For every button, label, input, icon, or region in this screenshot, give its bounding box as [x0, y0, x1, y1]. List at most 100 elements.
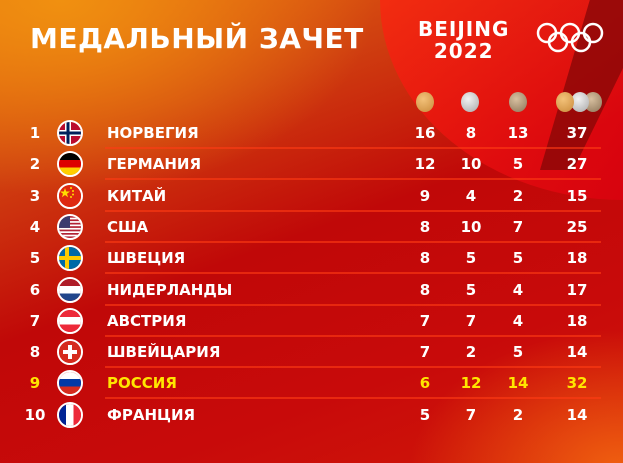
flag-china-icon — [57, 182, 83, 209]
country-name: НОРВЕГИЯ — [107, 124, 199, 142]
country-name: США — [107, 217, 149, 236]
silver-count: 4 — [465, 186, 477, 205]
total-gold-icon — [556, 92, 574, 112]
silver-count: 8 — [465, 124, 477, 142]
logo-line1: BEIJING — [418, 17, 510, 41]
gold-count: 8 — [419, 280, 431, 299]
row-divider — [105, 178, 601, 181]
table-row[interactable]: 4 США 8 10 7 25 — [0, 212, 623, 243]
bronze-count: 2 — [512, 186, 524, 205]
total-count: 14 — [566, 343, 588, 362]
total-count: 18 — [566, 249, 588, 268]
bronze-medal-icon — [509, 92, 527, 112]
row-divider — [105, 272, 601, 275]
olympic-rings-icon — [536, 22, 604, 53]
total-count: 14 — [566, 405, 588, 424]
flag-germany-icon — [57, 151, 83, 178]
total-count: 27 — [566, 155, 588, 174]
row-divider — [105, 240, 601, 243]
rank: 2 — [29, 155, 41, 174]
gold-count: 12 — [414, 155, 436, 174]
gold-count: 8 — [419, 217, 431, 236]
table-row[interactable]: 5 ШВЕЦИЯ 8 5 5 18 — [0, 243, 623, 275]
bronze-count: 4 — [512, 311, 524, 330]
gold-count: 8 — [419, 249, 431, 268]
gold-count: 7 — [419, 343, 431, 362]
flag-france-icon — [57, 401, 83, 428]
total-count: 17 — [566, 280, 588, 299]
gold-medal-icon — [416, 92, 434, 112]
page-title: МЕДАЛЬНЫЙ ЗАЧЕТ — [30, 22, 364, 55]
silver-count: 7 — [465, 311, 477, 330]
bronze-count: 2 — [512, 405, 524, 424]
flag-russia-icon — [57, 370, 83, 397]
row-divider — [105, 303, 601, 306]
flag-usa-icon — [57, 213, 83, 240]
silver-count: 10 — [460, 217, 482, 236]
total-silver-icon — [571, 92, 589, 112]
table-row[interactable]: 1 НОРВЕГИЯ 16 8 13 37 — [0, 118, 623, 149]
rank: 8 — [29, 343, 41, 362]
bronze-count: 14 — [507, 374, 529, 393]
total-bronze-icon — [584, 92, 602, 112]
rank: 5 — [29, 249, 41, 268]
bronze-count: 4 — [512, 280, 524, 299]
rank: 3 — [29, 186, 41, 205]
silver-count: 2 — [465, 343, 477, 362]
rank: 9 — [29, 374, 41, 393]
silver-count: 5 — [465, 280, 477, 299]
row-divider — [105, 147, 601, 149]
total-count: 37 — [566, 124, 588, 142]
total-count: 18 — [566, 311, 588, 330]
bronze-count: 5 — [512, 249, 524, 268]
bronze-count: 5 — [512, 155, 524, 174]
gold-count: 6 — [419, 374, 431, 393]
country-name: АВСТРИЯ — [107, 311, 187, 330]
flag-norway-icon — [57, 120, 83, 146]
table-row[interactable]: 9 РОССИЯ 6 12 14 32 — [0, 368, 623, 400]
table-row[interactable]: 6 НИДЕРЛАНДЫ 8 5 4 17 — [0, 275, 623, 306]
row-divider — [105, 209, 601, 212]
country-name: ШВЕЦИЯ — [107, 249, 186, 268]
gold-count: 16 — [414, 124, 436, 142]
country-name: РОССИЯ — [107, 374, 177, 393]
row-divider — [105, 366, 601, 369]
flag-sweden-icon — [57, 245, 83, 272]
flag-switzerland-icon — [57, 339, 83, 366]
table-row[interactable]: 10 ФРАНЦИЯ 5 7 2 14 — [0, 400, 623, 431]
rank: 4 — [29, 217, 41, 236]
rank: 10 — [24, 405, 46, 424]
rank: 7 — [29, 311, 41, 330]
country-name: ФРАНЦИЯ — [107, 405, 196, 424]
bronze-count: 7 — [512, 217, 524, 236]
total-count: 15 — [566, 186, 588, 205]
flag-austria-icon — [57, 307, 83, 334]
gold-count: 5 — [419, 405, 431, 424]
country-name: НИДЕРЛАНДЫ — [107, 280, 233, 299]
table-row[interactable]: 8 ШВЕЙЦАРИЯ 7 2 5 14 — [0, 337, 623, 369]
country-name: ГЕРМАНИЯ — [107, 155, 201, 174]
table-row[interactable]: 7 АВСТРИЯ 7 7 4 18 — [0, 306, 623, 337]
beijing-logo: BEIJING 2022 — [418, 18, 509, 62]
row-divider — [105, 334, 601, 337]
gold-count: 7 — [419, 311, 431, 330]
table-row[interactable]: 3 КИТАЙ 9 4 2 15 — [0, 181, 623, 212]
country-name: ШВЕЙЦАРИЯ — [107, 343, 221, 362]
row-divider — [105, 397, 601, 400]
flag-netherlands-icon — [57, 276, 83, 303]
bronze-count: 5 — [512, 343, 524, 362]
gold-count: 9 — [419, 186, 431, 205]
silver-count: 5 — [465, 249, 477, 268]
rank: 6 — [29, 280, 41, 299]
bronze-count: 13 — [507, 124, 529, 142]
rank: 1 — [29, 124, 41, 142]
silver-count: 10 — [460, 155, 482, 174]
silver-count: 7 — [465, 405, 477, 424]
country-name: КИТАЙ — [107, 186, 167, 205]
total-count: 25 — [566, 217, 588, 236]
table-row[interactable]: 2 ГЕРМАНИЯ 12 10 5 27 — [0, 149, 623, 181]
silver-count: 12 — [460, 374, 482, 393]
logo-line2: 2022 — [433, 39, 494, 63]
silver-medal-icon — [461, 92, 479, 112]
total-count: 32 — [566, 374, 588, 393]
